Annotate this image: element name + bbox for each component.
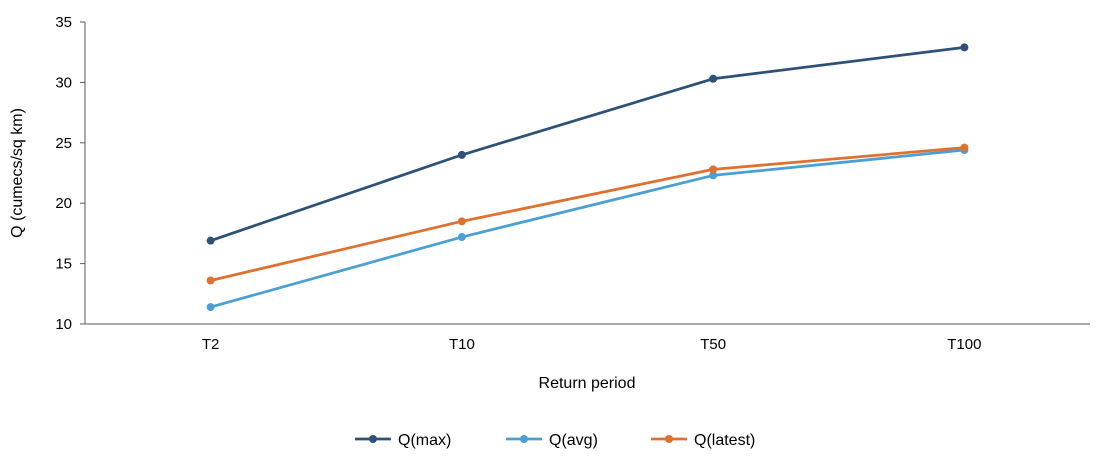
x-tick-label: T10: [449, 336, 475, 353]
legend-label: Q(latest): [694, 432, 755, 449]
data-point: [206, 236, 215, 245]
data-point: [709, 171, 718, 180]
series-lines: [206, 43, 969, 312]
y-tick-label: 25: [55, 135, 72, 152]
axes: [80, 21, 1090, 325]
legend-marker: [369, 435, 377, 443]
legend-item: Q(max): [355, 432, 451, 449]
data-point: [709, 165, 718, 174]
x-tick-label: T50: [700, 336, 726, 353]
series-0: [206, 43, 969, 245]
legend-label: Q(avg): [549, 432, 598, 449]
x-tick-label: T2: [202, 336, 220, 353]
data-point: [206, 303, 215, 312]
legend-item: Q(latest): [651, 432, 755, 449]
legend-marker: [665, 435, 673, 443]
series-line: [209, 148, 966, 309]
data-point: [960, 143, 969, 152]
series-2: [206, 143, 969, 285]
data-point: [457, 150, 466, 159]
legend-item: Q(avg): [506, 432, 598, 449]
x-tick-label: T100: [947, 336, 981, 353]
series-1: [206, 146, 969, 312]
y-tick-label: 35: [55, 14, 72, 31]
y-tick-label: 10: [55, 316, 72, 333]
y-axis-title: Q (cumecs/sq km): [9, 108, 26, 238]
data-point: [960, 43, 969, 52]
data-point: [206, 276, 215, 285]
y-tick-label: 15: [55, 256, 72, 273]
data-point: [457, 217, 466, 226]
data-point: [709, 74, 718, 83]
data-point: [457, 233, 466, 242]
x-axis-title: Return period: [539, 375, 636, 392]
tick-labels: 10 15 20 25 30 35 T2 T10 T50 T100: [55, 14, 981, 353]
series-line: [209, 45, 966, 243]
series-line: [209, 146, 966, 282]
y-tick-label: 30: [55, 74, 72, 91]
y-tick-label: 20: [55, 195, 72, 212]
legend: Q(max) Q(avg) Q(latest): [355, 432, 755, 449]
legend-marker: [520, 435, 528, 443]
legend-label: Q(max): [398, 432, 451, 449]
